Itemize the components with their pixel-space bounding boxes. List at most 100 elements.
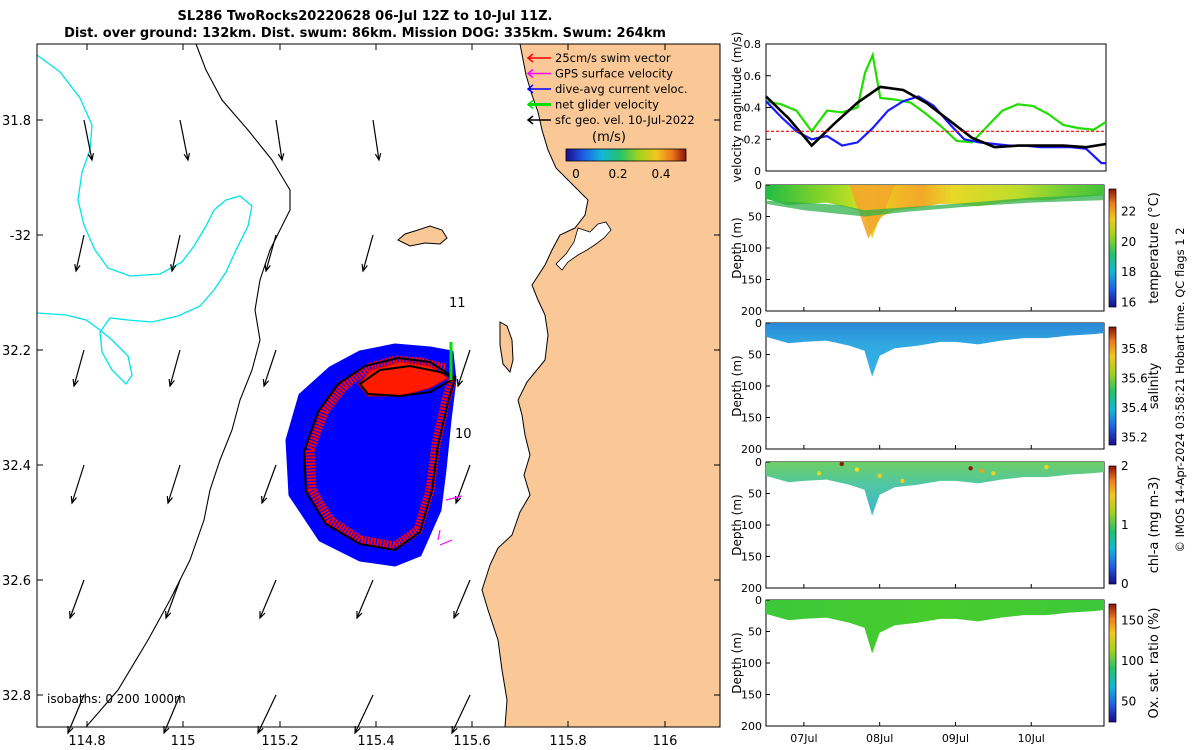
day-label-11: 11 xyxy=(449,296,466,311)
map-xtick-label: 116 xyxy=(653,734,678,749)
geo-velocity-arrow xyxy=(72,349,85,388)
chl-sample-point xyxy=(979,468,985,474)
chl-sample-point xyxy=(991,471,996,476)
colorbar-tick-label: 35.6 xyxy=(1121,372,1148,386)
island-rottnest xyxy=(397,225,448,247)
legend-item: dive-avg current veloc. xyxy=(526,82,688,96)
map-xtick-label: 114.8 xyxy=(68,734,105,749)
cool-layer xyxy=(766,194,1104,217)
geo-velocity-arrow xyxy=(262,349,277,388)
profile-colorbar xyxy=(1108,326,1117,446)
isobath-1000m xyxy=(37,54,253,386)
legend-label: sfc geo. vel. 10-Jul-2022 xyxy=(555,113,695,127)
legend-item: sfc geo. vel. 10-Jul-2022 xyxy=(526,113,695,127)
profile-ylabel: Depth (m) xyxy=(730,355,744,416)
depth-tick-label: 0 xyxy=(755,456,762,469)
chl-sample-point xyxy=(839,461,844,467)
map-xtick-label: 115 xyxy=(171,734,196,749)
geo-velocity-arrow xyxy=(356,579,374,620)
island-garden xyxy=(499,321,514,374)
depth-tick-label: 0 xyxy=(755,594,762,607)
geo-velocity-arrow xyxy=(74,234,85,273)
colorbar-tick-label: 0 xyxy=(1121,577,1129,591)
map-xtick-label: 115.6 xyxy=(453,734,490,749)
footer-credit: © IMOS 14-Apr-2024 03:58:21 Hobart time.… xyxy=(1173,227,1187,552)
map-ytick-label: 32.6 xyxy=(2,574,31,589)
geo-velocity-arrow xyxy=(456,349,471,388)
depth-tick-label: 50 xyxy=(748,349,762,362)
geo-velocity-arrow xyxy=(70,464,85,505)
colorbar-tick-label: 16 xyxy=(1121,295,1136,309)
geo-velocity-arrow xyxy=(261,464,277,505)
day-label-10: 10 xyxy=(455,427,472,442)
depth-tick-label: 150 xyxy=(741,274,762,287)
geo-velocity-arrow xyxy=(259,579,277,620)
depth-tick-label: 150 xyxy=(741,689,762,702)
legend-label: 25cm/s swim vector xyxy=(555,51,671,65)
profile-panel: 0 50 100 150 200 Depth (m) 0 1 2 chl-a (mg m-3) xyxy=(730,456,1162,595)
legend-arrowhead xyxy=(526,53,534,63)
legend-label: dive-avg current veloc. xyxy=(555,82,688,96)
figure-subtitle: Dist. over ground: 132km. Dist. swum: 86… xyxy=(64,26,666,41)
geo-velocity-arrow xyxy=(179,119,190,162)
depth-tick-label: 100 xyxy=(741,242,762,255)
swim-vectors xyxy=(285,342,463,567)
legend-item: GPS surface velocity xyxy=(526,67,673,81)
chl-sample-point xyxy=(816,471,822,476)
geo-velocity-arrow xyxy=(453,579,471,620)
profile-ylabel: Depth (m) xyxy=(730,217,744,278)
colorbar-tick-label: 18 xyxy=(1121,265,1136,279)
depth-tick-label: 200 xyxy=(741,720,762,733)
profile-xtick-label: 08Jul xyxy=(866,732,893,745)
profile-panel: 0 50 100 150 200 Depth (m) 16 18 20 22 temperature… xyxy=(730,179,1162,318)
profile-xtick-label: 10Jul xyxy=(1018,732,1045,745)
map-ytick-label: 32.4 xyxy=(2,459,31,474)
speed-unit-label: (m/s) xyxy=(592,130,626,145)
depth-tick-label: 50 xyxy=(748,211,762,224)
colorbar-tick-label: 35.2 xyxy=(1121,431,1148,445)
colorbar-tick-label: 20 xyxy=(1121,235,1136,249)
map-xtick-label: 115.4 xyxy=(357,734,394,749)
legend-arrowhead xyxy=(526,115,534,125)
map-legend: 25cm/s swim vector GPS surface velocitydi… xyxy=(526,51,695,181)
chl-sample-point xyxy=(1044,464,1049,470)
colorbar-tick-label: 35.4 xyxy=(1121,401,1148,415)
geo-velocity-arrow xyxy=(372,119,382,162)
colorbar-label: chl-a (mg m-3) xyxy=(1147,477,1162,574)
depth-tick-label: 0 xyxy=(755,179,762,192)
depth-tick-label: 200 xyxy=(741,582,762,595)
cbar-tick-0: 0 xyxy=(572,167,580,181)
speed-colorbar xyxy=(565,148,687,162)
profile-section-fill xyxy=(766,600,1104,654)
depth-tick-label: 0 xyxy=(755,317,762,330)
depth-tick-label: 50 xyxy=(748,626,762,639)
profile-panel: 0 50 100 150 200 Depth (m) 35.2 35.4 35.6 35.8 sal… xyxy=(730,317,1162,456)
land-mass xyxy=(481,44,720,727)
velocity-series-line xyxy=(765,51,1107,144)
geo-velocity-arrow xyxy=(170,234,181,273)
colorbar-label: salinity xyxy=(1147,362,1162,409)
chl-sample-point xyxy=(968,466,973,471)
colorbar-label: Ox. sat. ratio (%) xyxy=(1147,608,1162,719)
geo-velocity-arrow xyxy=(264,234,277,273)
depth-tick-label: 150 xyxy=(741,412,762,425)
velocity-ytick-label: 0.6 xyxy=(744,70,762,83)
map-ytick-label: 32.8 xyxy=(2,689,31,704)
colorbar-label: temperature (°C) xyxy=(1147,192,1162,304)
isobaths-label: isobaths: 0 200 1000m xyxy=(47,692,186,706)
colorbar-tick-label: 150 xyxy=(1121,613,1144,627)
trajectory-map: 11 10 isobaths: 0 200 1000m 25cm/s swim … xyxy=(2,43,721,749)
colorbar-tick-label: 100 xyxy=(1121,654,1144,668)
colorbar-tick-label: 35.8 xyxy=(1121,342,1148,356)
depth-tick-label: 200 xyxy=(741,443,762,456)
legend-arrowhead xyxy=(526,99,534,110)
colorbar-tick-label: 50 xyxy=(1121,695,1136,709)
cbar-tick-2: 0.4 xyxy=(651,167,670,181)
map-xtick-label: 115.8 xyxy=(549,734,586,749)
chl-sample-point xyxy=(900,478,905,484)
profile-section-fill xyxy=(766,323,1104,377)
velocity-ytick-label: 0.2 xyxy=(744,133,762,146)
depth-tick-label: 50 xyxy=(748,488,762,501)
